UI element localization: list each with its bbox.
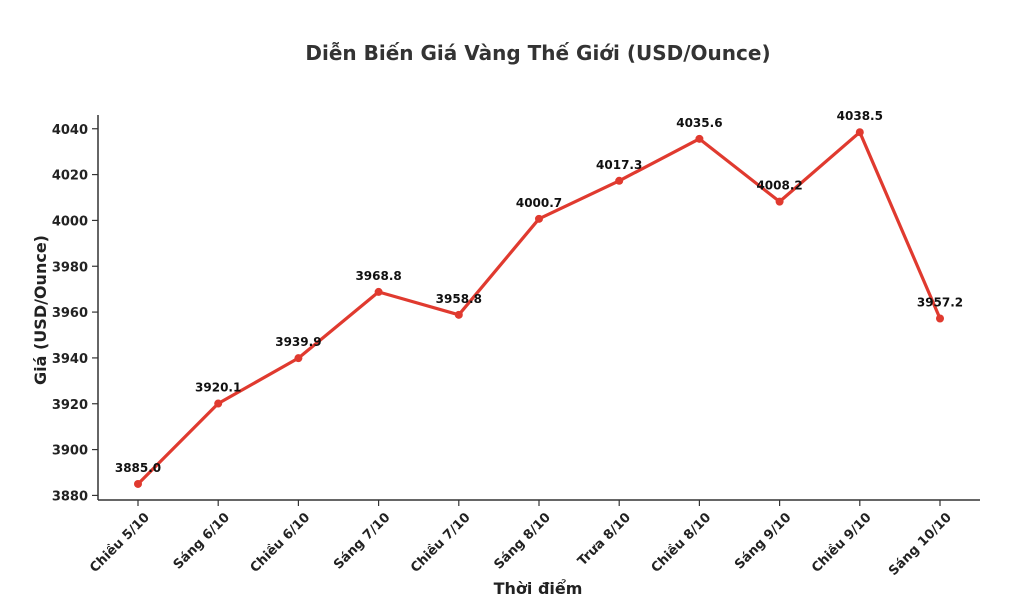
x-tick-label: Chiều 7/10 [408, 510, 474, 576]
x-tick-label: Sáng 8/10 [492, 510, 554, 572]
y-tick-label: 3940 [52, 352, 88, 367]
data-labels: 3885.0 3920.1 3939.9 3968.8 3958.8 4000.7 4017… [115, 109, 963, 475]
data-label: 3885.0 [115, 461, 161, 475]
data-label: 4000.7 [516, 196, 562, 210]
data-label: 3968.8 [355, 269, 401, 283]
data-label: 4008.2 [756, 179, 802, 193]
data-point [454, 310, 463, 319]
series-gold-price [134, 128, 944, 488]
data-point [214, 399, 223, 408]
chart-title: Diễn Biến Giá Vàng Thế Giới (USD/Ounce) [305, 41, 770, 65]
data-label: 4038.5 [837, 109, 883, 123]
y-tick-label: 3980 [52, 260, 88, 275]
x-tick-label: Chiều 6/10 [248, 510, 314, 576]
y-tick-label: 4020 [52, 169, 88, 184]
data-point [855, 128, 864, 137]
data-label: 3939.9 [275, 335, 321, 349]
data-label: 4017.3 [596, 158, 642, 172]
x-axis-label: Thời điểm [494, 579, 583, 598]
x-tick-label: Sáng 9/10 [732, 510, 794, 572]
y-tick-label: 4040 [52, 123, 88, 138]
data-label: 3958.8 [436, 292, 482, 306]
x-tick-label: Chiều 8/10 [649, 510, 715, 576]
x-tick-label: Sáng 10/10 [886, 510, 955, 579]
data-label: 4035.6 [676, 116, 722, 130]
data-point [294, 354, 303, 363]
data-point [695, 134, 704, 143]
y-tick-label: 4000 [52, 214, 88, 229]
data-point [615, 176, 624, 185]
y-axis-label: Giá (USD/Ounce) [31, 235, 50, 385]
x-axis-ticks: Chiều 5/10 Sáng 6/10 Chiều 6/10 Sáng 7/10 Ch… [87, 500, 955, 579]
y-tick-label: 3960 [52, 306, 88, 321]
data-point [936, 314, 944, 323]
y-tick-label: 3920 [52, 398, 88, 413]
series-line [136, 130, 942, 486]
data-point [535, 214, 543, 223]
data-point [374, 287, 383, 296]
x-tick-label: Sáng 6/10 [171, 510, 233, 572]
y-tick-label: 3880 [52, 489, 88, 504]
y-axis-ticks: 3880 3900 3920 3940 3960 3980 4000 4020 4040 [52, 123, 98, 504]
data-label: 3957.2 [917, 296, 963, 310]
x-tick-label: Trưa 8/10 [575, 510, 634, 569]
data-point [134, 479, 142, 488]
data-point [775, 197, 784, 206]
x-tick-label: Sáng 7/10 [331, 510, 393, 572]
data-label: 3920.1 [195, 381, 241, 395]
x-tick-label: Chiều 5/10 [87, 510, 153, 576]
x-tick-label: Chiều 9/10 [809, 510, 875, 576]
y-tick-label: 3900 [52, 444, 88, 459]
